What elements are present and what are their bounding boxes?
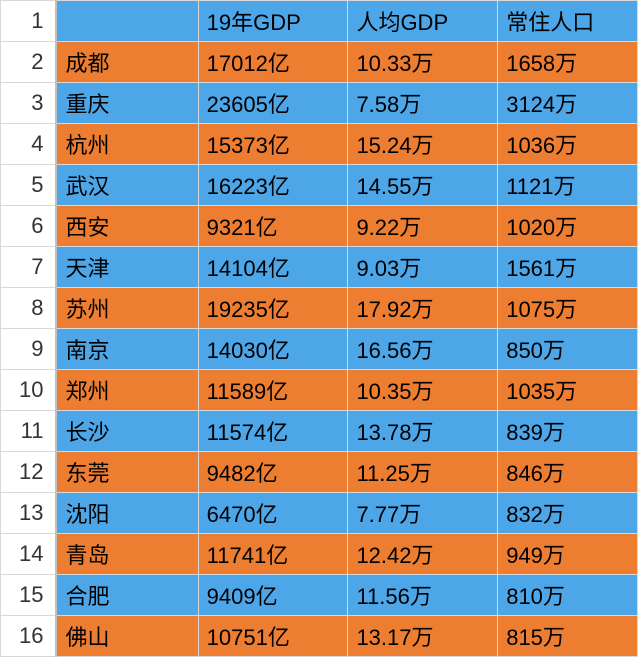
cell-pop: 810万: [498, 575, 638, 616]
cell-percap: 7.58万: [348, 83, 498, 124]
table-row: 9南京14030亿16.56万850万: [1, 329, 638, 370]
table-row: 4杭州15373亿15.24万1036万: [1, 124, 638, 165]
table-row: 10郑州11589亿10.35万1035万: [1, 370, 638, 411]
cell-gdp: 14104亿: [198, 247, 348, 288]
table-row: 13沈阳6470亿7.77万832万: [1, 493, 638, 534]
row-number: 5: [1, 165, 57, 206]
cell-percap: 15.24万: [348, 124, 498, 165]
cell-pop: 1561万: [498, 247, 638, 288]
cell-city: 青岛: [56, 534, 198, 575]
cell-percap: 13.17万: [348, 616, 498, 657]
table-row: 3重庆23605亿7.58万3124万: [1, 83, 638, 124]
row-number: 7: [1, 247, 57, 288]
cell-pop: 3124万: [498, 83, 638, 124]
cell-percap: 9.03万: [348, 247, 498, 288]
table-header-row: 1 19年GDP人均GDP常住人口: [1, 1, 638, 42]
row-number: 13: [1, 493, 57, 534]
cell-gdp: 23605亿: [198, 83, 348, 124]
cell-pop: 815万: [498, 616, 638, 657]
cell-gdp: 6470亿: [198, 493, 348, 534]
cell-pop: 1121万: [498, 165, 638, 206]
cell-percap: 12.42万: [348, 534, 498, 575]
cell-city: 重庆: [56, 83, 198, 124]
row-number: 8: [1, 288, 57, 329]
cell-city: 苏州: [56, 288, 198, 329]
row-number: 1: [1, 1, 57, 42]
column-header-gdp: 19年GDP: [198, 1, 348, 42]
cell-city: 郑州: [56, 370, 198, 411]
table-row: 8苏州19235亿17.92万1075万: [1, 288, 638, 329]
table-row: 2成都17012亿10.33万1658万: [1, 42, 638, 83]
cell-pop: 832万: [498, 493, 638, 534]
cell-gdp: 11574亿: [198, 411, 348, 452]
cell-city: 杭州: [56, 124, 198, 165]
table-row: 7天津14104亿9.03万1561万: [1, 247, 638, 288]
row-number: 6: [1, 206, 57, 247]
table-row: 5武汉16223亿14.55万1121万: [1, 165, 638, 206]
cell-city: 天津: [56, 247, 198, 288]
cell-gdp: 11741亿: [198, 534, 348, 575]
cell-pop: 1035万: [498, 370, 638, 411]
row-number: 2: [1, 42, 57, 83]
cell-pop: 1020万: [498, 206, 638, 247]
cell-gdp: 9482亿: [198, 452, 348, 493]
cell-percap: 10.33万: [348, 42, 498, 83]
cell-pop: 1658万: [498, 42, 638, 83]
cell-gdp: 10751亿: [198, 616, 348, 657]
cell-percap: 14.55万: [348, 165, 498, 206]
cell-city: 南京: [56, 329, 198, 370]
cell-pop: 846万: [498, 452, 638, 493]
cell-gdp: 17012亿: [198, 42, 348, 83]
column-header-city: [56, 1, 198, 42]
cell-percap: 7.77万: [348, 493, 498, 534]
cell-percap: 11.56万: [348, 575, 498, 616]
row-number: 3: [1, 83, 57, 124]
cell-city: 合肥: [56, 575, 198, 616]
cell-gdp: 9321亿: [198, 206, 348, 247]
cell-percap: 9.22万: [348, 206, 498, 247]
cell-city: 成都: [56, 42, 198, 83]
cell-pop: 1075万: [498, 288, 638, 329]
row-number: 4: [1, 124, 57, 165]
table-row: 12东莞9482亿11.25万846万: [1, 452, 638, 493]
table-row: 11长沙11574亿13.78万839万: [1, 411, 638, 452]
cell-pop: 839万: [498, 411, 638, 452]
table-row: 14青岛11741亿12.42万949万: [1, 534, 638, 575]
cell-percap: 13.78万: [348, 411, 498, 452]
cell-city: 武汉: [56, 165, 198, 206]
row-number: 15: [1, 575, 57, 616]
cell-city: 佛山: [56, 616, 198, 657]
cell-city: 长沙: [56, 411, 198, 452]
cell-percap: 11.25万: [348, 452, 498, 493]
cell-pop: 1036万: [498, 124, 638, 165]
table-row: 16佛山10751亿13.17万815万: [1, 616, 638, 657]
row-number: 10: [1, 370, 57, 411]
cell-gdp: 14030亿: [198, 329, 348, 370]
row-number: 9: [1, 329, 57, 370]
cell-percap: 17.92万: [348, 288, 498, 329]
table-row: 6西安9321亿9.22万1020万: [1, 206, 638, 247]
row-number: 12: [1, 452, 57, 493]
cell-gdp: 16223亿: [198, 165, 348, 206]
row-number: 11: [1, 411, 57, 452]
cell-city: 沈阳: [56, 493, 198, 534]
cell-city: 东莞: [56, 452, 198, 493]
cell-percap: 10.35万: [348, 370, 498, 411]
cell-gdp: 9409亿: [198, 575, 348, 616]
cell-percap: 16.56万: [348, 329, 498, 370]
row-number: 16: [1, 616, 57, 657]
cell-gdp: 11589亿: [198, 370, 348, 411]
column-header-percap: 人均GDP: [348, 1, 498, 42]
gdp-table: 119年GDP人均GDP常住人口2成都17012亿10.33万1658万3重庆2…: [0, 0, 638, 657]
table-row: 15合肥9409亿11.56万810万: [1, 575, 638, 616]
cell-pop: 949万: [498, 534, 638, 575]
row-number: 14: [1, 534, 57, 575]
cell-pop: 850万: [498, 329, 638, 370]
cell-city: 西安: [56, 206, 198, 247]
cell-gdp: 15373亿: [198, 124, 348, 165]
cell-gdp: 19235亿: [198, 288, 348, 329]
column-header-pop: 常住人口: [498, 1, 638, 42]
